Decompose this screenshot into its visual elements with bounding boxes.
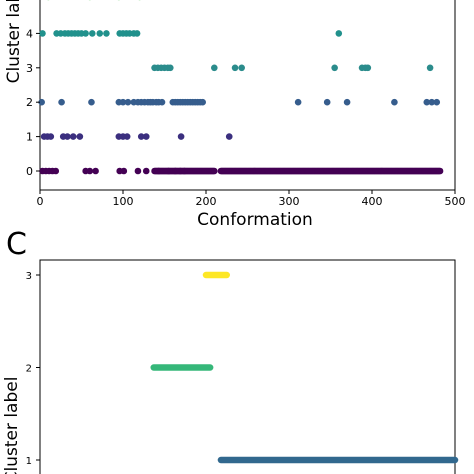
cluster-2-point [423, 98, 431, 106]
cluster-2-point [119, 98, 127, 106]
cluster-3-point [211, 64, 218, 72]
y-tick-label: 0 [26, 165, 33, 178]
cluster-4-point [82, 30, 89, 37]
cluster-0-point [92, 167, 99, 175]
x-tick-label: 400 [362, 195, 383, 208]
cluster-0-point [120, 167, 128, 175]
cluster-3-point [331, 64, 338, 72]
panel-c-segments [150, 271, 459, 464]
cluster-1-point [69, 133, 77, 140]
cluster-0-point [211, 167, 218, 175]
panel-b-x-axis-label: Conformation [197, 210, 313, 230]
x-tick-label: 100 [113, 195, 134, 208]
cluster-3-point [364, 64, 372, 72]
cluster-2-point [391, 98, 398, 106]
cluster-2-point [158, 98, 166, 106]
cluster-4-point [96, 30, 104, 37]
y-tick-label: 3 [26, 271, 32, 282]
panel-c: C 1 2 3 Cluster label [2, 227, 459, 474]
panel-b: 0 1 2 3 4 0 100 200 300 400 500 Conformation Clus… [4, 0, 466, 230]
cluster-2-point [428, 98, 436, 106]
panel-c-y-axis-label: Cluster label [2, 377, 22, 474]
cluster-1-point [76, 133, 84, 140]
cluster-2-point [294, 98, 302, 106]
panel-b-y-axis-label: Cluster label [4, 0, 24, 83]
panel-b-plot-frame [39, 0, 456, 191]
cluster-2-point [323, 98, 331, 106]
panel-b-x-ticks: 0 100 200 300 400 500 [37, 190, 466, 208]
cluster-4-point [88, 30, 96, 37]
cluster-2-point [88, 98, 95, 106]
panel-b-y-ticks: 0 1 2 3 4 [26, 27, 40, 178]
panel-c-y-ticks: 1 2 3 [26, 271, 40, 467]
cluster-2-point [38, 98, 45, 106]
cluster-3-point [238, 64, 245, 72]
cluster-2-point [343, 98, 351, 106]
cluster-1-point [47, 133, 55, 140]
cluster-0-point [134, 167, 142, 175]
cluster-0-point [52, 167, 60, 175]
y-tick-label: 4 [26, 27, 33, 40]
cluster-1-point [137, 133, 145, 140]
y-tick-label: 3 [26, 62, 33, 75]
x-tick-label: 0 [37, 195, 44, 208]
y-tick-label: 2 [26, 96, 33, 109]
panel-c-plot-frame [39, 259, 456, 474]
cluster-4-point [335, 30, 343, 37]
cluster-1-point [64, 133, 71, 140]
y-tick-label: 1 [26, 131, 33, 144]
cluster-0-point [436, 167, 444, 175]
x-tick-label: 300 [279, 195, 300, 208]
panel-b-points [38, 0, 444, 175]
cluster-4-point [39, 30, 46, 37]
cluster-1-point [177, 133, 185, 140]
cluster-4-point [103, 30, 110, 37]
cluster-2-point [124, 98, 132, 106]
cluster-1-point [123, 133, 131, 140]
y-tick-label: 1 [26, 456, 32, 467]
x-tick-label: 500 [445, 195, 466, 208]
x-tick-label: 200 [196, 195, 217, 208]
cluster-2-point [199, 98, 206, 106]
cluster-2-point [58, 98, 65, 106]
cluster-0-point [86, 167, 94, 175]
panel-c-letter: C [6, 227, 27, 262]
cluster-4-point [133, 30, 141, 37]
cluster-3-point [231, 64, 239, 72]
cluster-3-point [426, 64, 434, 72]
y-tick-label: 2 [26, 364, 32, 375]
cluster-1-point [225, 133, 233, 140]
cluster-1-point [142, 133, 150, 140]
cluster-3-point [167, 64, 174, 72]
cluster-0-point [142, 167, 150, 175]
cluster-2-point [433, 98, 441, 106]
